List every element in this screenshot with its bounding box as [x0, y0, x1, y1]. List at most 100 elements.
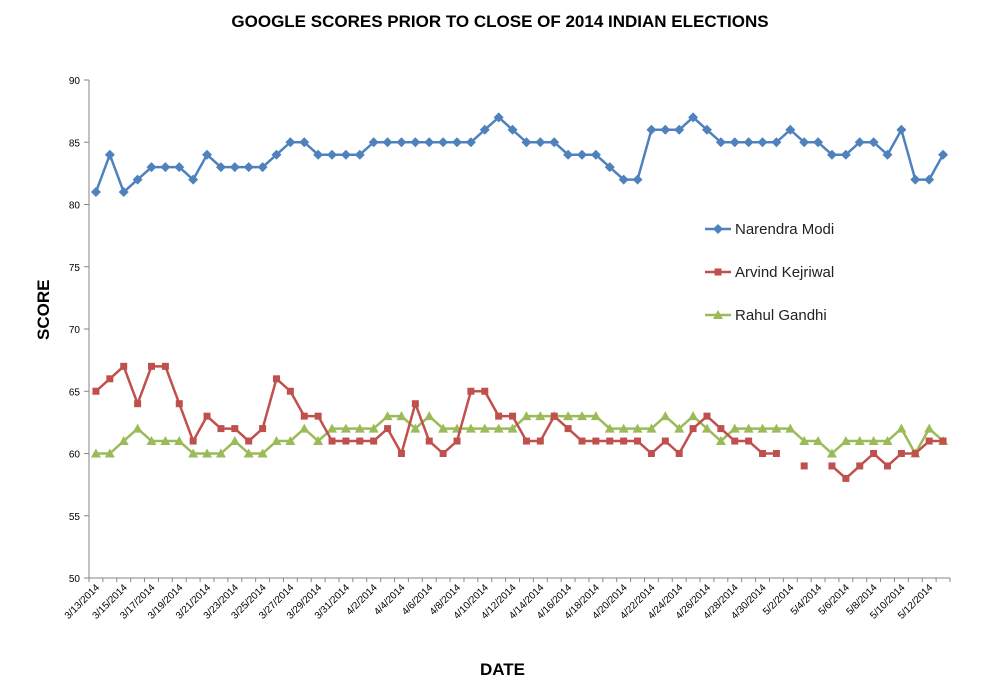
data-point-narendra-modi	[396, 137, 407, 148]
legend-item-arvind-kejriwal: Arvind Kejriwal	[705, 264, 834, 281]
data-point-narendra-modi	[535, 137, 546, 148]
data-point-rahul-gandhi	[757, 423, 768, 433]
data-point-narendra-modi	[382, 137, 393, 148]
data-point-rahul-gandhi	[674, 423, 685, 433]
data-point-narendra-modi	[785, 124, 796, 135]
data-point-arvind-kejriwal	[675, 450, 683, 457]
data-point-narendra-modi	[507, 124, 518, 135]
data-point-arvind-kejriwal	[495, 412, 503, 420]
data-point-rahul-gandhi	[424, 411, 435, 421]
data-point-narendra-modi	[215, 162, 226, 173]
data-point-narendra-modi	[104, 149, 115, 160]
data-point-narendra-modi	[452, 137, 463, 148]
data-point-narendra-modi	[618, 174, 629, 185]
data-point-narendra-modi	[438, 137, 449, 148]
data-point-narendra-modi	[327, 149, 338, 160]
data-point-arvind-kejriwal	[92, 387, 100, 395]
data-point-arvind-kejriwal	[772, 450, 780, 457]
data-point-arvind-kejriwal	[245, 437, 253, 445]
data-point-arvind-kejriwal	[870, 450, 878, 457]
data-point-arvind-kejriwal	[217, 425, 225, 433]
data-point-arvind-kejriwal	[911, 450, 919, 457]
data-point-rahul-gandhi	[410, 423, 421, 433]
data-point-narendra-modi	[757, 137, 768, 148]
data-point-arvind-kejriwal	[620, 437, 628, 445]
data-point-arvind-kejriwal	[842, 474, 850, 482]
data-point-arvind-kejriwal	[147, 362, 155, 370]
data-point-narendra-modi	[229, 162, 240, 173]
series-layer	[90, 112, 949, 482]
data-point-arvind-kejriwal	[300, 412, 308, 420]
data-point-arvind-kejriwal	[578, 437, 586, 445]
data-point-arvind-kejriwal	[661, 437, 669, 445]
data-point-rahul-gandhi	[882, 436, 893, 446]
data-point-narendra-modi	[340, 149, 351, 160]
y-tick-label: 50	[69, 574, 81, 585]
data-point-arvind-kejriwal	[884, 462, 892, 470]
data-point-arvind-kejriwal	[925, 437, 933, 445]
series-arvind-kejriwal	[92, 362, 947, 482]
data-point-arvind-kejriwal	[703, 412, 711, 420]
data-point-arvind-kejriwal	[592, 437, 600, 445]
data-point-narendra-modi	[576, 149, 587, 160]
data-point-rahul-gandhi	[868, 436, 879, 446]
data-point-rahul-gandhi	[396, 411, 407, 421]
data-point-narendra-modi	[674, 124, 685, 135]
data-point-narendra-modi	[646, 124, 657, 135]
data-point-arvind-kejriwal	[759, 450, 767, 457]
data-point-arvind-kejriwal	[134, 400, 142, 408]
data-point-narendra-modi	[188, 174, 199, 185]
data-point-arvind-kejriwal	[231, 425, 239, 433]
data-point-arvind-kejriwal	[106, 375, 114, 383]
series-line-arvind-kejriwal	[831, 439, 944, 480]
data-point-narendra-modi	[243, 162, 254, 173]
data-point-rahul-gandhi	[368, 423, 379, 433]
data-point-narendra-modi	[868, 137, 879, 148]
data-point-arvind-kejriwal	[606, 437, 614, 445]
data-point-rahul-gandhi	[632, 423, 643, 433]
data-point-rahul-gandhi	[826, 448, 837, 458]
data-point-narendra-modi	[549, 137, 560, 148]
data-point-narendra-modi	[479, 124, 490, 135]
data-point-narendra-modi	[632, 174, 643, 185]
data-point-narendra-modi	[882, 149, 893, 160]
series-line-narendra-modi	[94, 116, 945, 194]
data-point-narendra-modi	[90, 187, 101, 198]
data-point-arvind-kejriwal	[800, 462, 808, 470]
data-point-arvind-kejriwal	[536, 437, 544, 445]
data-point-narendra-modi	[660, 124, 671, 135]
chart-title: GOOGLE SCORES PRIOR TO CLOSE OF 2014 IND…	[231, 12, 769, 31]
data-point-arvind-kejriwal	[647, 450, 655, 457]
data-point-rahul-gandhi	[924, 423, 935, 433]
y-tick-label: 65	[69, 387, 81, 398]
data-point-arvind-kejriwal	[259, 425, 267, 433]
data-point-rahul-gandhi	[438, 423, 449, 433]
series-line-rahul-gandhi	[95, 414, 944, 455]
data-point-arvind-kejriwal	[175, 400, 183, 408]
data-point-arvind-kejriwal	[342, 437, 350, 445]
data-point-rahul-gandhi	[215, 448, 226, 458]
data-point-narendra-modi	[771, 137, 782, 148]
data-point-arvind-kejriwal	[120, 362, 128, 370]
data-point-narendra-modi	[813, 137, 824, 148]
data-point-arvind-kejriwal	[356, 437, 364, 445]
data-point-rahul-gandhi	[743, 423, 754, 433]
data-point-narendra-modi	[354, 149, 365, 160]
data-point-rahul-gandhi	[854, 436, 865, 446]
data-point-rahul-gandhi	[604, 423, 615, 433]
data-point-arvind-kejriwal	[550, 412, 558, 420]
legend-item-rahul-gandhi: Rahul Gandhi	[705, 307, 827, 324]
data-point-arvind-kejriwal	[634, 437, 642, 445]
data-point-arvind-kejriwal	[439, 450, 447, 457]
data-point-narendra-modi	[368, 137, 379, 148]
data-point-rahul-gandhi	[535, 411, 546, 421]
series-line-arvind-kejriwal	[95, 365, 777, 455]
y-tick-label: 90	[69, 76, 81, 87]
data-point-narendra-modi	[799, 137, 810, 148]
data-point-narendra-modi	[910, 174, 921, 185]
data-point-rahul-gandhi	[243, 448, 254, 458]
data-point-rahul-gandhi	[799, 436, 810, 446]
data-point-narendra-modi	[826, 149, 837, 160]
data-point-rahul-gandhi	[160, 436, 171, 446]
